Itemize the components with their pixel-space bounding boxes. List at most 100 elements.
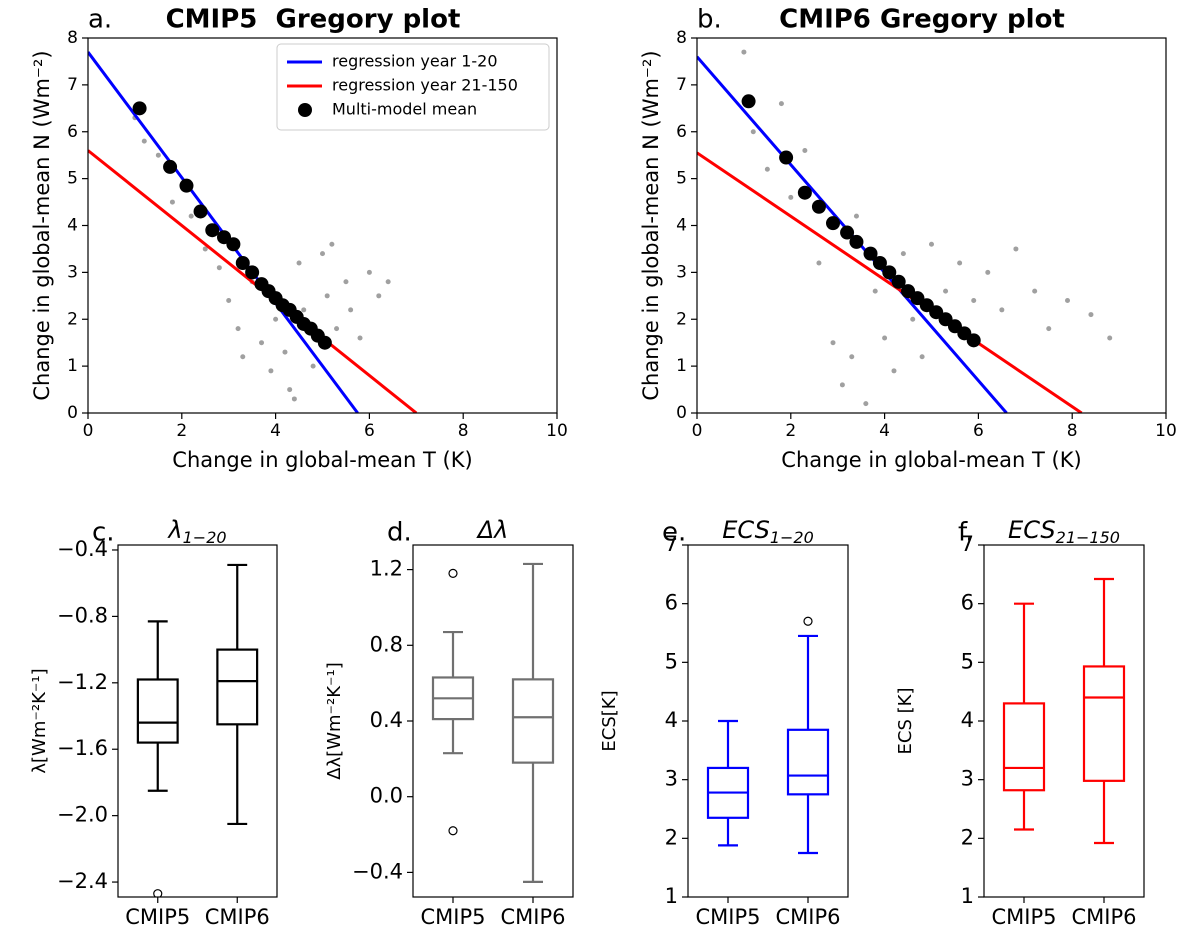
outlier: [448, 568, 458, 578]
y-tick-label: 8: [67, 28, 78, 48]
box: [1002, 702, 1046, 792]
annual-point: [240, 354, 246, 360]
y-axis-label: λ[Wm⁻²K⁻¹]: [29, 668, 50, 773]
annual-point: [188, 213, 194, 219]
y-tick-label: 3: [67, 262, 78, 282]
y-tick-label: 0: [67, 403, 78, 423]
mean-point: [245, 265, 260, 280]
x-tick-label: 8: [458, 421, 469, 441]
plot-area: [697, 49, 1113, 413]
annual-point: [259, 340, 265, 346]
annual-point: [830, 340, 836, 346]
legend-swatch: [298, 103, 312, 117]
y-tick-label: 3: [961, 767, 974, 791]
mean-point: [811, 199, 826, 214]
y-tick-label: 0.4: [370, 708, 403, 732]
title-main: ECS: [722, 516, 770, 544]
y-tick-label: 1: [67, 356, 78, 376]
panel-label: d.: [387, 518, 412, 548]
y-tick-label: 7: [676, 75, 687, 95]
y-tick-label: −1.6: [57, 736, 108, 760]
annual-point: [291, 396, 297, 402]
title-main: Δλ: [476, 516, 509, 544]
title-subscript: 1−20: [770, 528, 814, 547]
y-tick-label: 6: [67, 122, 78, 142]
x-tick-label: CMIP5: [421, 905, 486, 929]
annual-point: [910, 316, 916, 322]
panel-label: a.: [88, 5, 112, 35]
annual-point: [334, 326, 340, 332]
panel: −0.4 0.0 0.4 0.8 1.2 d. Δλ Δλ[Wm⁻²K⁻¹] CMIP5 CMIP…: [324, 516, 574, 929]
axes-frame: [412, 544, 574, 898]
mean-point: [840, 225, 855, 240]
y-tick-label: 2: [67, 309, 78, 329]
annual-point: [329, 241, 335, 247]
y-tick-label: 7: [67, 75, 78, 95]
annual-point: [310, 363, 316, 369]
annual-point: [999, 307, 1005, 313]
annual-point: [919, 354, 925, 360]
y-tick-label: 4: [67, 216, 78, 236]
mean-point: [205, 223, 220, 238]
y-tick-label: 5: [961, 649, 974, 673]
panel-label: b.: [697, 5, 722, 35]
annual-point: [141, 138, 147, 144]
axes-frame: [687, 544, 849, 898]
y-tick-label: 4: [676, 216, 687, 236]
title-subscript: 1−20: [183, 528, 227, 547]
y-tick-label: 0: [676, 403, 687, 423]
y-tick-label: 5: [665, 649, 678, 673]
mean-point: [863, 246, 878, 261]
y-tick-label: −2.0: [57, 803, 108, 827]
annual-point: [943, 288, 949, 294]
annual-point: [268, 368, 274, 374]
panel-title: ECS21−150: [1008, 516, 1120, 547]
y-tick-label: 2: [676, 309, 687, 329]
annual-point: [235, 326, 241, 332]
mean-point: [882, 265, 897, 280]
annual-point: [1046, 326, 1052, 332]
box: [216, 648, 259, 726]
x-axis-label: Change in global-mean T (K): [781, 448, 1081, 472]
panel-title: CMIP6 Gregory plot: [779, 5, 1065, 35]
x-tick-label: CMIP6: [776, 905, 841, 929]
plot-area: [88, 51, 418, 413]
annual-point: [853, 213, 859, 219]
panel: 1 2 3 4 5 6 7e. ECS1−20 ECS[K] CMIP5 CMIP6: [599, 516, 849, 929]
annual-point: [816, 260, 822, 266]
y-tick-label: 4: [961, 708, 974, 732]
box: [136, 678, 179, 744]
annual-point: [1013, 246, 1019, 252]
annual-point: [216, 265, 222, 271]
annual-point: [929, 241, 934, 247]
annual-point: [1032, 288, 1038, 294]
x-tick-label: CMIP6: [205, 905, 270, 929]
plot-area: [706, 616, 830, 855]
outlier: [803, 616, 813, 626]
x-tick-label: 6: [364, 421, 375, 441]
y-tick-label: 1: [665, 884, 678, 908]
annual-point: [957, 260, 963, 266]
annual-point: [741, 49, 747, 55]
outlier: [153, 889, 163, 897]
annual-point: [366, 269, 372, 275]
mean-point: [779, 150, 794, 165]
x-tick-label: 2: [785, 421, 796, 441]
mean-point: [226, 237, 241, 252]
mean-point: [891, 274, 906, 289]
panel: 0 1 2 3 4 5 6 7 8 0 2 4 6 8 10 a. CMIP5 Gregory plot Chan…: [30, 5, 568, 473]
mean-point: [741, 94, 756, 109]
annual-point: [385, 279, 391, 285]
annual-point: [849, 354, 855, 360]
y-axis-label: ECS[K]: [599, 690, 620, 751]
annual-point: [202, 246, 208, 252]
panel-title: Δλ: [476, 516, 509, 544]
y-tick-label: 7: [961, 532, 974, 556]
axes-frame: [696, 37, 1167, 414]
annual-point: [788, 194, 794, 200]
y-axis-label: Δλ[Wm⁻²K⁻¹]: [324, 662, 345, 780]
panel-label: e.: [662, 518, 686, 548]
y-tick-label: −1.2: [57, 670, 108, 694]
y-tick-label: −0.8: [57, 603, 108, 627]
